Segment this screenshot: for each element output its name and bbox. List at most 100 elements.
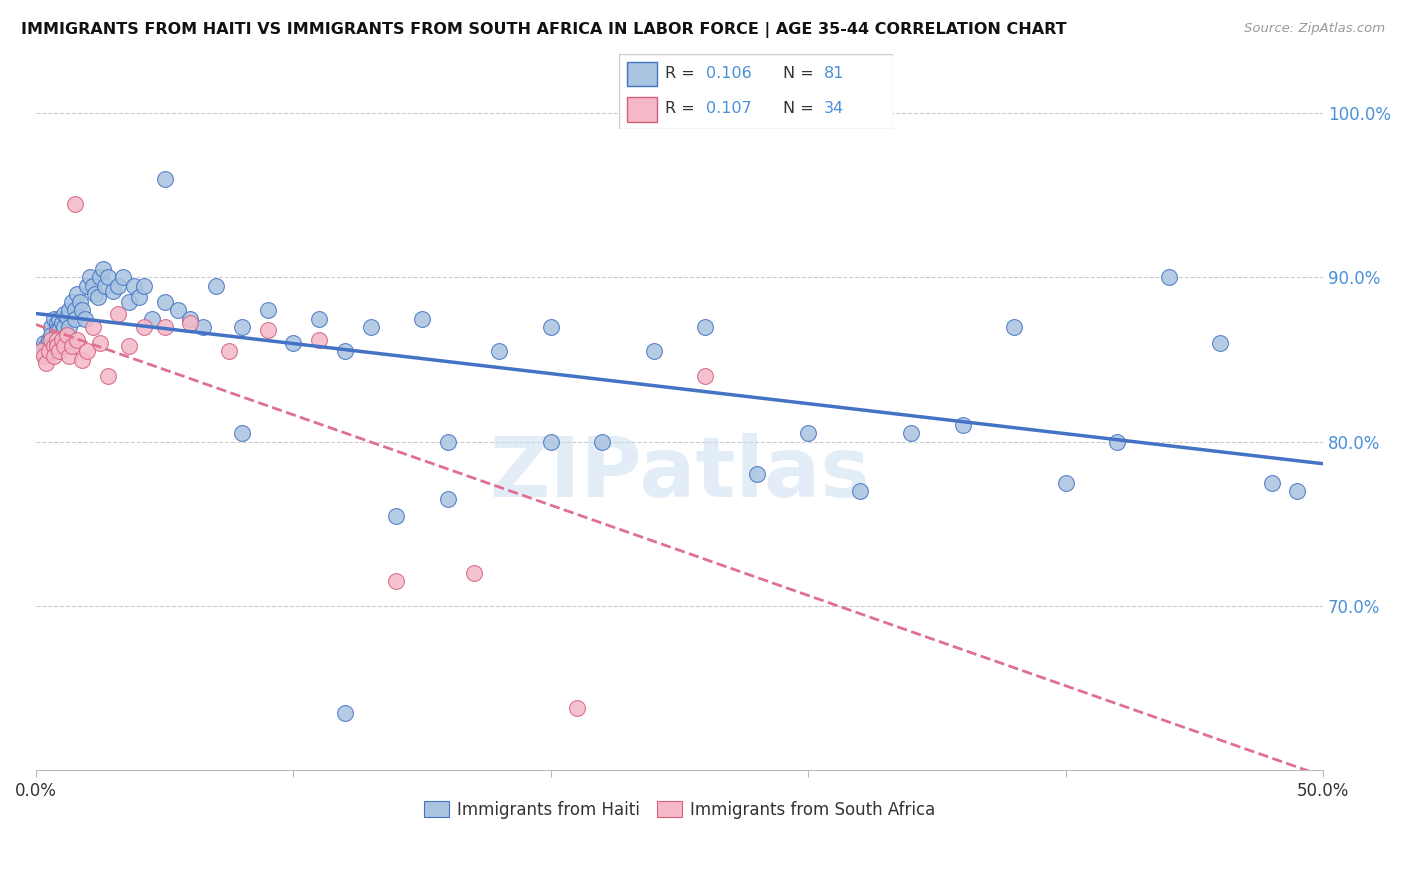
Point (72, 303, 94, 318)
Point (42, 311, 65, 326)
Point (94, 278, 117, 293)
Point (437, 492, 460, 507)
Point (51, 339, 73, 353)
Point (53, 307, 76, 321)
Point (76, 344, 98, 359)
Point (411, 311, 433, 326)
Point (48, 344, 70, 359)
Point (308, 311, 330, 326)
Point (385, 574, 408, 589)
Point (107, 278, 129, 293)
Point (66, 333, 89, 347)
Point (66, 286, 89, 301)
Point (565, 700, 588, 714)
Point (38, 344, 60, 359)
Point (63, 196, 86, 211)
Point (283, 336, 305, 351)
Point (97, 369, 120, 384)
Point (900, 426, 922, 441)
Point (153, 319, 176, 334)
Point (745, 467, 768, 482)
Point (797, 426, 820, 441)
Point (63, 311, 86, 326)
Point (32, 336, 55, 351)
Point (41, 319, 63, 334)
Text: Source: ZipAtlas.com: Source: ZipAtlas.com (1244, 22, 1385, 36)
Text: R =: R = (665, 66, 700, 81)
Point (205, 278, 228, 293)
Point (591, 434, 613, 449)
Point (42, 349, 65, 363)
FancyBboxPatch shape (619, 54, 893, 129)
Point (41, 327, 63, 342)
Point (437, 434, 460, 449)
Point (53, 339, 76, 353)
Point (73, 311, 96, 326)
Legend: Immigrants from Haiti, Immigrants from South Africa: Immigrants from Haiti, Immigrants from S… (418, 794, 942, 825)
Point (45, 333, 67, 347)
Point (60, 295, 83, 310)
Point (72, 352, 94, 367)
Point (82, 319, 104, 334)
Point (58, 303, 80, 318)
Point (385, 508, 408, 523)
Point (308, 333, 330, 347)
Point (38, 333, 60, 347)
Point (89, 336, 111, 351)
Text: N =: N = (783, 66, 820, 81)
Point (56, 327, 79, 342)
Point (60, 339, 83, 353)
Point (53, 319, 76, 334)
Point (1002, 319, 1025, 334)
Point (117, 295, 139, 310)
Point (101, 284, 124, 298)
Point (256, 303, 278, 318)
Point (193, 319, 215, 334)
Text: 34: 34 (824, 102, 845, 116)
Point (107, 307, 129, 321)
Point (91, 262, 114, 277)
Point (79, 270, 101, 285)
Point (488, 344, 510, 359)
Point (69, 295, 91, 310)
Text: N =: N = (783, 102, 820, 116)
Point (1107, 434, 1129, 449)
Point (112, 270, 135, 285)
Point (58, 349, 80, 363)
Point (32, 349, 55, 363)
Text: ZIPatlas: ZIPatlas (489, 433, 870, 514)
Text: 81: 81 (824, 66, 845, 81)
Point (153, 295, 176, 310)
Point (132, 278, 155, 293)
Point (63, 303, 86, 318)
Point (153, 172, 176, 186)
Point (30, 344, 52, 359)
Point (89, 270, 111, 285)
Point (48, 311, 70, 326)
FancyBboxPatch shape (627, 62, 657, 87)
Point (56, 310, 79, 324)
Point (360, 319, 382, 334)
Text: 0.107: 0.107 (706, 102, 752, 116)
Point (132, 319, 155, 334)
Point (87, 290, 110, 304)
Point (76, 278, 98, 293)
Point (42, 339, 65, 353)
Point (540, 434, 562, 449)
Point (540, 319, 562, 334)
Point (643, 344, 665, 359)
Point (1286, 483, 1309, 498)
Point (38, 343, 60, 357)
Point (97, 270, 120, 285)
Text: R =: R = (665, 102, 700, 116)
Point (82, 278, 104, 293)
Point (35, 339, 58, 353)
Point (51, 333, 73, 347)
Point (1157, 270, 1180, 285)
Point (84, 286, 107, 301)
Point (166, 303, 188, 318)
Point (179, 311, 201, 326)
Point (231, 319, 253, 334)
Point (333, 344, 356, 359)
Point (1209, 336, 1232, 351)
